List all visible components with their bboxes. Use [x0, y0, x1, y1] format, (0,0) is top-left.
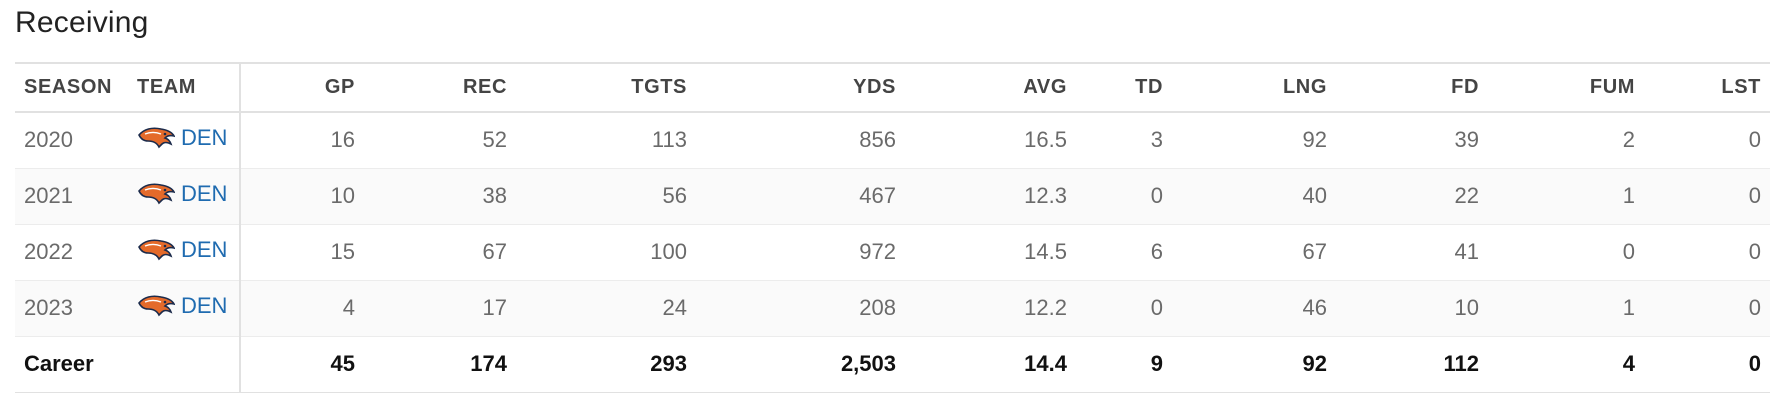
cell-fd: 41	[1336, 224, 1488, 281]
cell-team: DEN	[128, 168, 241, 225]
cell-td: 6	[1076, 224, 1172, 281]
career-lst: 0	[1644, 336, 1770, 393]
col-header-team[interactable]: TEAM	[128, 62, 241, 113]
team-link[interactable]: DEN	[181, 124, 228, 150]
broncos-logo-icon[interactable]	[137, 238, 175, 262]
cell-lst: 0	[1644, 168, 1770, 225]
table-row: 2021 DEN 10 38 56 467 12.3 0 40 22 1 0	[15, 168, 1770, 225]
cell-lng: 46	[1172, 280, 1336, 337]
header-row: SEASON TEAM GP REC TGTS YDS AVG TD LNG F…	[15, 62, 1770, 113]
cell-lng: 67	[1172, 224, 1336, 281]
cell-rec: 67	[364, 224, 516, 281]
career-yds: 2,503	[696, 336, 905, 393]
career-row: Career 45 174 293 2,503 14.4 9 92 112 4 …	[15, 336, 1770, 393]
career-avg: 14.4	[905, 336, 1076, 393]
cell-td: 0	[1076, 280, 1172, 337]
cell-td: 3	[1076, 112, 1172, 169]
career-label: Career	[15, 336, 241, 393]
broncos-logo-icon[interactable]	[137, 182, 175, 206]
cell-yds: 208	[696, 280, 905, 337]
cell-fum: 2	[1488, 112, 1644, 169]
cell-gp: 16	[240, 112, 364, 169]
col-header-lst[interactable]: LST	[1644, 62, 1770, 113]
col-header-td[interactable]: TD	[1076, 62, 1172, 113]
cell-yds: 467	[696, 168, 905, 225]
career-fd: 112	[1336, 336, 1488, 393]
col-header-avg[interactable]: AVG	[905, 62, 1076, 113]
cell-avg: 12.2	[905, 280, 1076, 337]
cell-fd: 22	[1336, 168, 1488, 225]
cell-fd: 10	[1336, 280, 1488, 337]
cell-yds: 972	[696, 224, 905, 281]
table-row: 2020 DEN 16 52 113 856 16.5 3 92 39 2 0	[15, 112, 1770, 169]
cell-team: DEN	[128, 224, 241, 281]
team-link[interactable]: DEN	[181, 180, 228, 206]
cell-season: 2022	[15, 224, 128, 281]
cell-lng: 40	[1172, 168, 1336, 225]
cell-gp: 4	[240, 280, 364, 337]
cell-rec: 52	[364, 112, 516, 169]
col-header-season[interactable]: SEASON	[15, 62, 128, 113]
cell-gp: 10	[240, 168, 364, 225]
cell-season: 2020	[15, 112, 128, 169]
table-row: 2023 DEN 4 17 24 208 12.2 0 46 10 1 0	[15, 280, 1770, 337]
cell-td: 0	[1076, 168, 1172, 225]
career-lng: 92	[1172, 336, 1336, 393]
cell-rec: 17	[364, 280, 516, 337]
cell-yds: 856	[696, 112, 905, 169]
table-row: 2022 DEN 15 67 100 972 14.5 6 67 41 0 0	[15, 224, 1770, 281]
cell-lst: 0	[1644, 112, 1770, 169]
col-header-fum[interactable]: FUM	[1488, 62, 1644, 113]
cell-rec: 38	[364, 168, 516, 225]
col-header-rec[interactable]: REC	[364, 62, 516, 113]
career-gp: 45	[240, 336, 364, 393]
team-link[interactable]: DEN	[181, 292, 228, 318]
col-header-lng[interactable]: LNG	[1172, 62, 1336, 113]
team-link[interactable]: DEN	[181, 236, 228, 262]
cell-tgts: 100	[516, 224, 696, 281]
career-fum: 4	[1488, 336, 1644, 393]
cell-team: DEN	[128, 112, 241, 169]
cell-season: 2023	[15, 280, 128, 337]
season-rows: 2020 DEN 16 52 113 856 16.5 3 92 39 2 0 …	[15, 112, 1770, 337]
broncos-logo-icon[interactable]	[137, 126, 175, 150]
cell-fum: 1	[1488, 168, 1644, 225]
cell-tgts: 113	[516, 112, 696, 169]
cell-avg: 14.5	[905, 224, 1076, 281]
col-header-tgts[interactable]: TGTS	[516, 62, 696, 113]
cell-lst: 0	[1644, 280, 1770, 337]
career-td: 9	[1076, 336, 1172, 393]
cell-season: 2021	[15, 168, 128, 225]
cell-fum: 1	[1488, 280, 1644, 337]
cell-gp: 15	[240, 224, 364, 281]
col-header-fd[interactable]: FD	[1336, 62, 1488, 113]
cell-avg: 12.3	[905, 168, 1076, 225]
cell-lng: 92	[1172, 112, 1336, 169]
cell-lst: 0	[1644, 224, 1770, 281]
broncos-logo-icon[interactable]	[137, 294, 175, 318]
career-rec: 174	[364, 336, 516, 393]
cell-tgts: 56	[516, 168, 696, 225]
cell-team: DEN	[128, 280, 241, 337]
cell-fd: 39	[1336, 112, 1488, 169]
receiving-stats-table: SEASON TEAM GP REC TGTS YDS AVG TD LNG F…	[15, 62, 1770, 393]
cell-tgts: 24	[516, 280, 696, 337]
cell-avg: 16.5	[905, 112, 1076, 169]
career-tgts: 293	[516, 336, 696, 393]
col-header-gp[interactable]: GP	[240, 62, 364, 113]
section-title: Receiving	[15, 6, 149, 39]
cell-fum: 0	[1488, 224, 1644, 281]
col-header-yds[interactable]: YDS	[696, 62, 905, 113]
